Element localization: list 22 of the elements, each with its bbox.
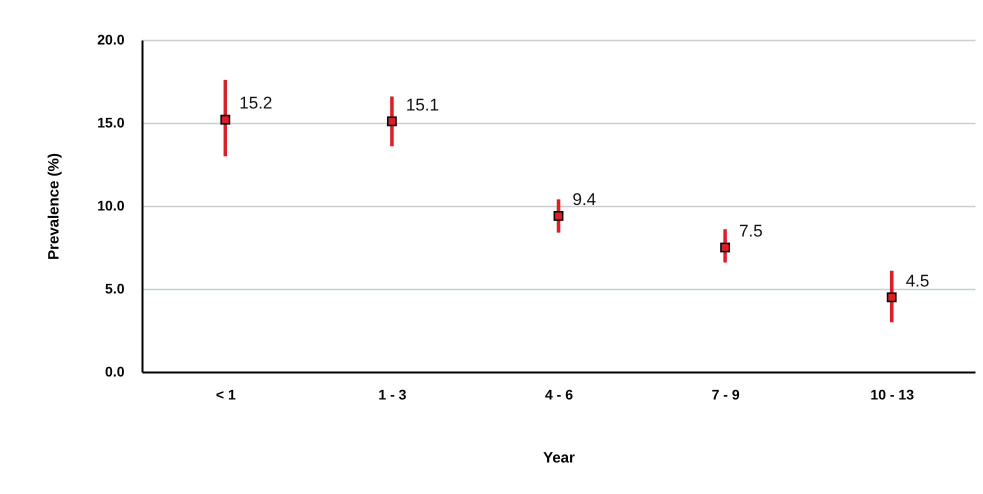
y-axis-title: Prevalence (%) [45,153,62,260]
y-tick-label: 15.0 [97,114,125,130]
data-label: 4.5 [906,271,930,290]
y-tick-label: 5.0 [105,280,125,296]
x-tick-label: < 1 [216,386,236,402]
data-label: 7.5 [739,222,763,240]
point [554,211,564,221]
point [720,242,730,252]
point [220,114,230,125]
x-tick-label: 7 - 9 [712,386,740,402]
point [386,116,397,126]
data-label: 15.2 [239,94,272,113]
point [886,292,897,302]
x-tick-label: 10 - 13 [870,386,914,402]
y-tick-label: 0.0 [105,364,125,380]
data-label: 15.1 [406,95,439,114]
x-tick-label: 1 - 3 [378,386,407,402]
y-tick-label: 20.0 [97,32,125,48]
y-tick-label: 10.0 [97,198,125,214]
x-axis-title: Year [543,450,576,466]
data-label: 9.4 [572,190,596,209]
x-tick-label: 4 - 6 [544,386,574,402]
